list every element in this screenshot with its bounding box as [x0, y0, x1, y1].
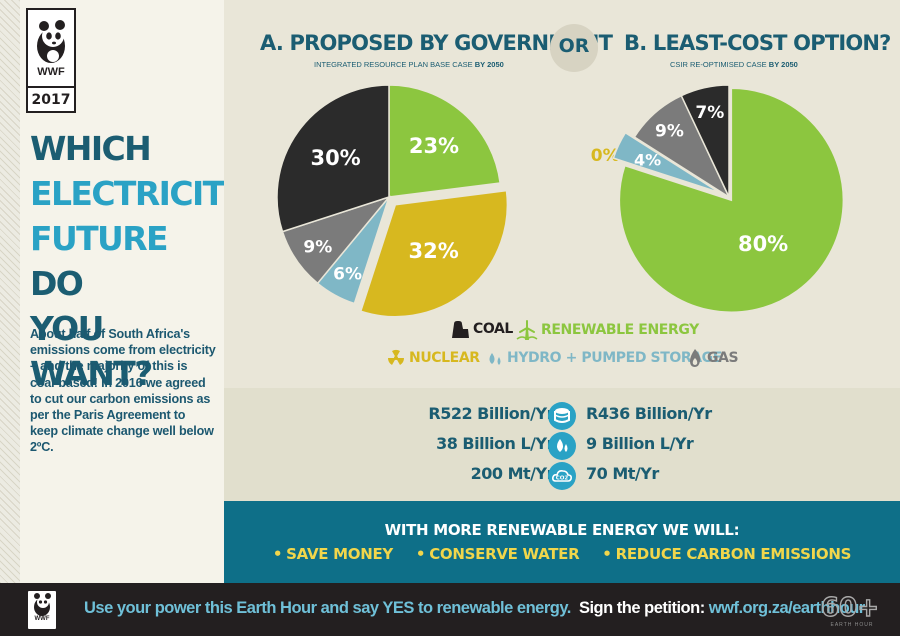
chart-b-title: B. LEAST-COST OPTION?: [624, 31, 891, 55]
benefit-reduce-emissions: REDUCE CARBON EMISSIONS: [602, 545, 851, 563]
wwf-logo: WWF 2017: [26, 8, 76, 113]
coins-icon: [548, 402, 576, 430]
left-panel: WWF 2017 WHICH ELECTRICITY FUTURE DO YOU…: [0, 0, 247, 583]
chart-legend: COAL RENEWABLE ENERGY NUCLEAR HYDRO +: [224, 312, 900, 388]
gas-flame-icon: [690, 349, 701, 367]
pie-b-slice-renewable-energy: [618, 87, 845, 313]
wind-turbine-icon: [516, 320, 538, 340]
pie-b-slice-coal: [680, 84, 730, 198]
headline-word-do: DO: [30, 264, 84, 303]
hatched-strip: [0, 0, 20, 583]
savings-comparison: R522 Billion/Yr R436 Billion/Yr 38 Billi…: [224, 388, 900, 501]
pie-a-slice-coal: [276, 84, 390, 233]
water-drops-icon: [489, 353, 501, 365]
savings-row-carbon: 200 Mt/Yr CO2 70 Mt/Yr: [224, 462, 900, 490]
earth-hour-label: EARTH HOUR: [830, 622, 874, 628]
savings-water-government: 38 Billion L/Yr: [436, 434, 554, 453]
savings-carbon-government: 200 Mt/Yr: [470, 464, 555, 483]
earth-hour-badge: 60+: [820, 592, 879, 623]
headline-word-future: FUTURE: [30, 219, 169, 258]
headline-word-electricity: ELECTRICITY: [30, 174, 247, 213]
legend-label-renewable: RENEWABLE ENERGY: [541, 322, 699, 338]
pie-b-label-nuclear: 0%: [591, 146, 620, 166]
petition-link[interactable]: wwf.org.za/earthhour: [708, 599, 865, 617]
charts-area: A. PROPOSED BY GOVERNMENT INTEGRATED RES…: [224, 0, 900, 388]
legend-item-gas: GAS: [686, 348, 739, 368]
legend-label-hydro: HYDRO + PUMPED STORAGE: [507, 350, 722, 366]
savings-cost-least-cost: R436 Billion/Yr: [586, 404, 712, 423]
benefits-banner: WITH MORE RENEWABLE ENERGY WE WILL: SAVE…: [224, 501, 900, 583]
pie-a-label-gas: 9%: [303, 237, 332, 257]
benefit-save-money: SAVE MONEY: [273, 545, 393, 563]
savings-row-water: 38 Billion L/Yr 9 Billion L/Yr: [224, 432, 900, 460]
benefits-heading: WITH MORE RENEWABLE ENERGY WE WILL:: [384, 521, 740, 539]
legend-label-gas: GAS: [707, 350, 739, 366]
benefit-conserve-water: CONSERVE WATER: [416, 545, 580, 563]
pie-b-slice-hydro-pumped-storage: [612, 131, 721, 194]
svg-text:60+: 60+: [822, 593, 879, 623]
earth-hour-logo: 60+ EARTH HOUR: [820, 589, 882, 633]
chart-a-subtitle-text: INTEGRATED RESOURCE PLAN BASE CASE: [314, 60, 473, 69]
pie-a-slice-renewable-energy: [388, 84, 501, 198]
legend-item-nuclear: NUCLEAR: [386, 348, 480, 368]
savings-carbon-least-cost: 70 Mt/Yr: [586, 464, 659, 483]
intro-paragraph: About half of South Africa's emissions c…: [30, 327, 216, 455]
legend-label-nuclear: NUCLEAR: [409, 350, 480, 366]
chart-a-subtitle: INTEGRATED RESOURCE PLAN BASE CASE BY 20…: [314, 60, 504, 69]
pie-chart-government: 23% 32% 6%9% 30%: [276, 84, 509, 318]
pie-a-label-nuclear: 32%: [408, 239, 458, 263]
savings-water-least-cost: 9 Billion L/Yr: [586, 434, 694, 453]
footer-wwf-wordmark: WWF: [34, 616, 50, 622]
savings-cost-government: R522 Billion/Yr: [428, 404, 554, 423]
petition-label: Sign the petition:: [578, 599, 705, 617]
legend-item-renewable: RENEWABLE ENERGY: [516, 320, 699, 340]
chart-b-subtitle-year: BY 2050: [768, 60, 798, 69]
headline-word-you-want: YOU WANT?: [30, 309, 153, 393]
chart-a-subtitle-year: BY 2050: [474, 60, 504, 69]
chart-b-subtitle-text: CSIR RE-OPTIMISED CASE: [670, 60, 767, 69]
pie-a-slice-nuclear: [359, 189, 509, 318]
footer-cta: Use your power this Earth Hour and say Y…: [84, 599, 571, 617]
headline-word-which: WHICH: [30, 129, 152, 168]
pie-a-label-renewable-energy: 23%: [409, 134, 459, 158]
benefits-list: SAVE MONEY CONSERVE WATER REDUCE CARBON …: [224, 545, 900, 563]
chart-b-subtitle: CSIR RE-OPTIMISED CASE BY 2050: [670, 60, 798, 69]
pie-a-label-coal: 30%: [310, 146, 360, 170]
footer-bar: WWF Use your power this Earth Hour and s…: [0, 583, 900, 636]
radiation-icon: [387, 349, 405, 365]
wwf-wordmark: WWF: [37, 66, 65, 78]
page-headline: WHICH ELECTRICITY FUTURE DO YOU WANT?: [30, 126, 247, 396]
logo-year: 2017: [28, 86, 74, 108]
or-badge: OR: [550, 24, 598, 72]
water-drop-icon: [548, 432, 576, 460]
pie-b-label-gas: 9%: [655, 121, 684, 141]
savings-row-cost: R522 Billion/Yr R436 Billion/Yr: [224, 402, 900, 430]
or-label: OR: [558, 35, 590, 57]
legend-item-coal: COAL: [450, 320, 513, 338]
pie-b-label-hydro-pumped-storage: 4%: [634, 151, 661, 170]
footer-wwf-logo: WWF: [28, 591, 56, 629]
panda-icon: [37, 20, 65, 63]
svg-text:CO2: CO2: [556, 476, 569, 482]
panda-icon: [34, 593, 51, 616]
co2-cloud-icon: CO2: [548, 462, 576, 490]
coal-plant-icon: [452, 321, 469, 338]
pie-chart-least-cost: 80% 0% 4% 9% 7%: [591, 84, 845, 313]
pie-b-label-renewable-energy: 80%: [738, 232, 788, 256]
footer-message: Use your power this Earth Hour and say Y…: [84, 599, 865, 618]
legend-label-coal: COAL: [473, 321, 513, 337]
pie-a-label-hydro-pumped-storage: 6%: [333, 264, 362, 284]
legend-item-hydro: HYDRO + PUMPED STORAGE: [486, 348, 722, 368]
pie-b-label-coal: 7%: [695, 103, 724, 123]
